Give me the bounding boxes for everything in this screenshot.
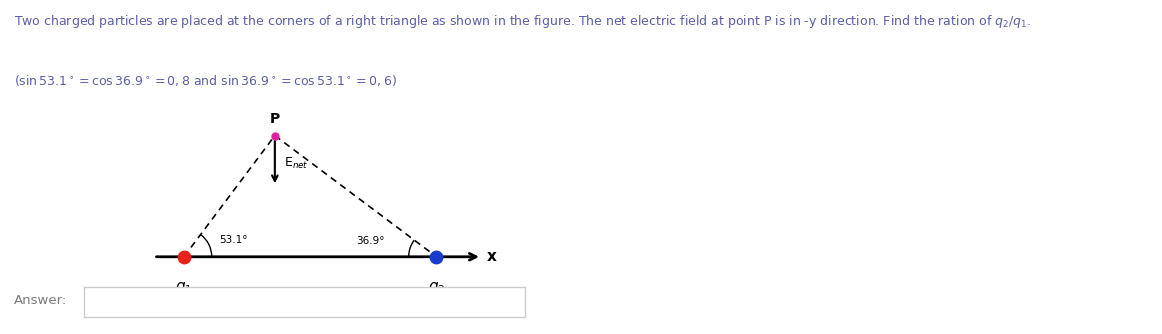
Text: x: x: [487, 249, 497, 264]
Text: 36.9°: 36.9°: [356, 236, 385, 246]
Text: P: P: [270, 112, 280, 126]
Text: 53.1°: 53.1°: [220, 235, 248, 245]
Text: Answer:: Answer:: [14, 294, 67, 307]
Text: $(\sin 53.1^\circ = \cos 36.9^\circ = 0, 8$ and $\sin 36.9^\circ = \cos 53.1^\ci: $(\sin 53.1^\circ = \cos 36.9^\circ = 0,…: [14, 73, 397, 89]
Text: E$_{net}$: E$_{net}$: [284, 156, 308, 171]
Text: $q_2$: $q_2$: [428, 280, 445, 296]
Text: Two charged particles are placed at the corners of a right triangle as shown in : Two charged particles are placed at the …: [14, 13, 1031, 30]
Text: $q_1$: $q_1$: [175, 280, 193, 296]
